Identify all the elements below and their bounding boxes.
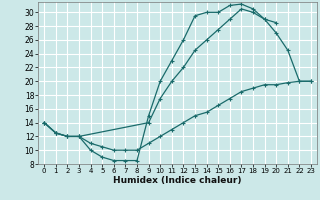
X-axis label: Humidex (Indice chaleur): Humidex (Indice chaleur) — [113, 176, 242, 185]
